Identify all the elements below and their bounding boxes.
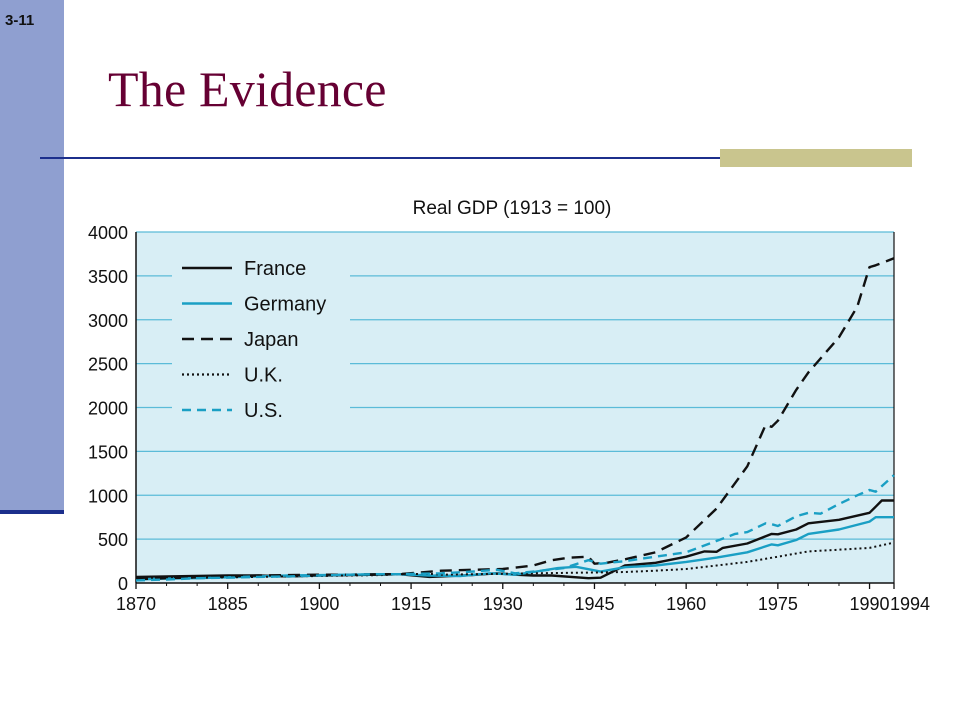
left-accent-bar-underline [0, 510, 64, 514]
x-tick-label: 1975 [758, 594, 798, 614]
legend-label: France [244, 258, 306, 280]
legend-label: U.K. [244, 365, 283, 387]
y-tick-label: 3000 [88, 311, 128, 331]
legend-box [172, 254, 350, 432]
title-accent-block [720, 149, 912, 167]
x-tick-label: 1870 [116, 594, 156, 614]
x-tick-label: 1994 [890, 594, 930, 614]
y-tick-label: 2500 [88, 355, 128, 375]
x-tick-label: 1915 [391, 594, 431, 614]
x-tick-labels: 1870 1885 1900 1915 1930 1945 1960 1975 1990 1994 [116, 583, 930, 614]
y-tick-label: 2000 [88, 399, 128, 419]
y-tick-label: 1500 [88, 442, 128, 462]
slide-title: The Evidence [108, 61, 387, 117]
left-accent-bar [0, 0, 64, 512]
series-line-uk [135, 541, 895, 580]
legend: France Germany Japan U.K. U.S. [172, 254, 350, 432]
x-tick-label: 1885 [208, 594, 248, 614]
y-tick-label: 500 [98, 530, 128, 550]
title-divider-rule [40, 157, 912, 159]
x-tick-label: 1900 [299, 594, 339, 614]
slide-number: 3-11 [5, 12, 35, 29]
data-series [135, 257, 895, 582]
legend-label: Germany [244, 294, 326, 316]
axes [135, 232, 895, 584]
legend-label: Japan [244, 329, 299, 351]
y-tick-labels: 0 500 1000 1500 2000 2500 3000 3500 4000 [88, 223, 128, 594]
y-tick-label: 1000 [88, 486, 128, 506]
y-tick-label: 4000 [88, 223, 128, 243]
y-tick-label: 0 [118, 574, 128, 594]
legend-label: U.S. [244, 400, 283, 422]
y-tick-label: 3500 [88, 267, 128, 287]
x-tick-label: 1960 [666, 594, 706, 614]
x-tick-label: 1990 [850, 594, 890, 614]
x-tick-label: 1945 [574, 594, 614, 614]
x-tick-label: 1930 [483, 594, 523, 614]
series-line-us [135, 474, 895, 582]
chart-title: Real GDP (1913 = 100) [413, 198, 612, 219]
